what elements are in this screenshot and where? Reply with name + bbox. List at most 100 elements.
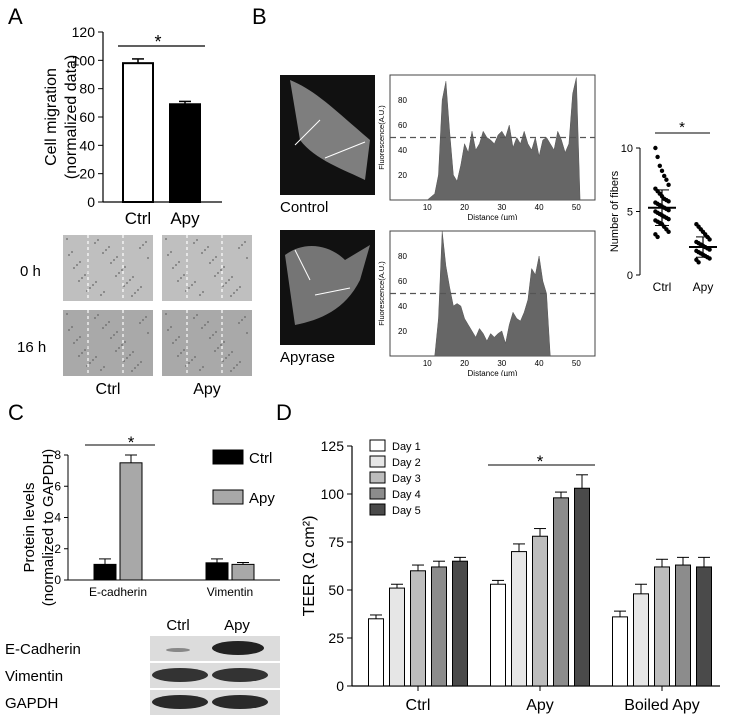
- cell-speck: [137, 289, 139, 291]
- data-point-ctrl: [653, 145, 658, 151]
- cell-speck: [145, 316, 147, 318]
- legend-label-apy: Apy: [249, 490, 275, 507]
- cell-speck: [97, 239, 99, 241]
- cell-speck: [202, 366, 204, 368]
- cell-speck: [139, 247, 141, 249]
- cell-speck: [92, 284, 94, 286]
- cell-speck: [145, 241, 147, 243]
- y-tick-label: 80: [398, 96, 407, 105]
- scratch-image: [162, 310, 252, 376]
- cell-speck: [115, 350, 117, 352]
- panel-c-western-blot: Ctrl Apy E-Cadherin Vimentin GAPDH: [5, 617, 280, 715]
- data-point-ctrl: [664, 177, 669, 182]
- cell-speck: [217, 272, 219, 274]
- cell-speck: [71, 251, 73, 253]
- y-tick-label: 120: [72, 24, 96, 40]
- y-tick-label: 125: [321, 438, 345, 454]
- legend-swatch-day3: [369, 471, 386, 484]
- cell-speck: [100, 369, 102, 371]
- cell-speck: [89, 287, 91, 289]
- x-tick-label: Boiled Apy: [624, 697, 700, 714]
- legend-swatch-day5: [369, 503, 386, 516]
- profile-line: [294, 119, 321, 146]
- cell-speck: [191, 284, 193, 286]
- cell-speck: [116, 256, 118, 258]
- cell-speck: [108, 246, 110, 248]
- cell-speck: [236, 364, 238, 366]
- profile-line: [314, 287, 351, 296]
- cell-speck: [207, 246, 209, 248]
- cell-speck: [134, 367, 136, 369]
- panel-d-chart: 0 25 50 75 100 125 Ctrl Apy Boiled Apy Day 1 Day 2…: [301, 438, 720, 714]
- cell-speck: [142, 244, 144, 246]
- cell-speck: [105, 324, 107, 326]
- legend-swatch-apy: [212, 489, 244, 505]
- panel-b-control-profile: 20 40 60 80 10 20 30 40 50 Fluorescence(A.U.) Dist…: [377, 74, 596, 220]
- legend-label-ctrl: Ctrl: [249, 450, 272, 467]
- y-axis-title: TEER (Ω cm²): [301, 516, 318, 617]
- data-point-ctrl: [666, 182, 671, 188]
- scratch-image: [63, 310, 153, 376]
- x-tick-label: Ctrl: [653, 280, 672, 294]
- cell-speck: [180, 352, 182, 354]
- cell-speck: [116, 331, 118, 333]
- cell-speck: [140, 361, 142, 363]
- cell-speck: [183, 349, 185, 351]
- data-point-apy: [696, 260, 701, 265]
- x-tick-label: Ctrl: [406, 697, 431, 714]
- y-axis-title: Protein levels (normalized to GAPDH): [21, 449, 57, 607]
- data-point-ctrl: [666, 199, 671, 204]
- x-tick-label: Apy: [526, 697, 554, 714]
- y-tick-label: 5: [627, 207, 633, 219]
- panel-b-fibers-chart: 0 5 10 Ctrl Apy * Number of fibers: [609, 119, 717, 294]
- x-tick-label: 40: [535, 359, 544, 368]
- scratch-image: [63, 235, 153, 301]
- legend-label-day2: Day 2: [392, 457, 421, 469]
- cell-speck: [68, 329, 70, 331]
- col-label-ctrl: Ctrl: [96, 381, 121, 398]
- cell-speck: [220, 269, 222, 271]
- cell-speck: [238, 322, 240, 324]
- cell-speck: [241, 319, 243, 321]
- blot-col-ctrl: Ctrl: [166, 617, 189, 634]
- cell-speck: [126, 357, 128, 359]
- cell-speck: [228, 354, 230, 356]
- cell-speck: [100, 294, 102, 296]
- apyrase-cell-shape: [285, 245, 370, 325]
- cell-speck: [66, 238, 68, 240]
- cell-speck: [199, 294, 201, 296]
- y-tick-label: 80: [398, 252, 407, 261]
- x-tick-label: E-cadherin: [89, 585, 147, 599]
- cell-speck: [115, 275, 117, 277]
- profile-line: [324, 141, 366, 159]
- cell-speck: [246, 332, 248, 334]
- cell-speck: [172, 267, 174, 269]
- fluorescence-area: [426, 77, 581, 201]
- bar-day3: [532, 535, 548, 687]
- legend-swatch-day2: [369, 455, 386, 468]
- bar-day1: [368, 618, 384, 687]
- cell-speck: [110, 262, 112, 264]
- bar-day2: [633, 593, 649, 687]
- y-tick-label: 40: [79, 137, 95, 153]
- cell-speck: [239, 286, 241, 288]
- cell-speck: [81, 352, 83, 354]
- cell-speck: [131, 370, 133, 372]
- y-tick-label: 60: [398, 277, 407, 286]
- cell-speck: [201, 252, 203, 254]
- data-point-ctrl: [666, 208, 671, 213]
- cell-speck: [238, 247, 240, 249]
- y-axis-title: Fluorescence(A.U.): [377, 261, 386, 326]
- cell-speck: [220, 344, 222, 346]
- cell-speck: [212, 259, 214, 261]
- y-tick-label: 4: [54, 511, 61, 525]
- legend-swatch-ctrl: [212, 449, 244, 465]
- bar-ctrl: [122, 62, 154, 203]
- cell-speck: [121, 269, 123, 271]
- cell-speck: [73, 267, 75, 269]
- cell-speck: [231, 351, 233, 353]
- y-tick-label: 25: [328, 630, 344, 646]
- blot-band-vim-apy: [212, 668, 268, 682]
- cell-speck: [78, 355, 80, 357]
- x-axis-title: Distance (µm): [468, 369, 518, 376]
